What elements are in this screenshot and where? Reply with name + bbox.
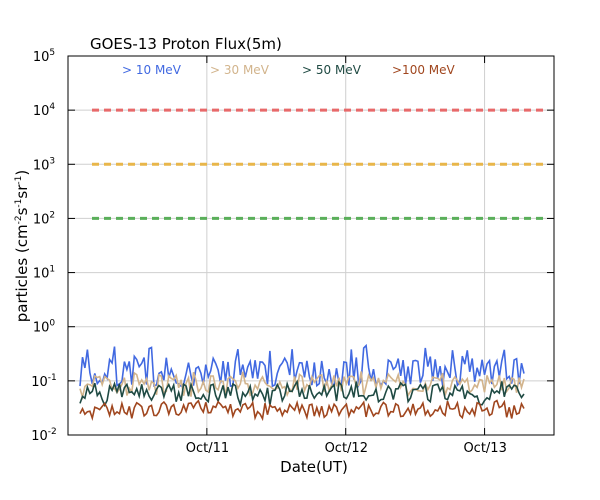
y-tick-label: 101: [33, 265, 55, 282]
legend-entry: > 50 MeV: [302, 63, 362, 77]
chart-title: GOES-13 Proton Flux(5m): [90, 35, 282, 53]
series-line: [79, 379, 525, 408]
legend-entry: >100 MeV: [392, 63, 456, 77]
legend-entry: > 30 MeV: [210, 63, 270, 77]
series-line: [79, 399, 525, 422]
y-tick-label: 100: [33, 319, 56, 336]
y-tick-label: 10-2: [31, 427, 57, 444]
y-tick-label: 102: [33, 210, 55, 227]
y-axis-ticks: 10-2 10-1 100 101 102 103 104 105: [31, 48, 554, 444]
legend-entry: > 10 MeV: [122, 63, 182, 77]
legend: > 10 MeV > 30 MeV > 50 MeV >100 MeV: [122, 63, 456, 77]
x-tick-label: Oct/13: [463, 441, 506, 456]
x-axis-ticks: Oct/11 Oct/12 Oct/13: [186, 56, 507, 456]
y-tick-label: 10-1: [31, 373, 57, 390]
x-tick-label: Oct/12: [325, 441, 368, 456]
y-tick-label: 104: [33, 102, 56, 119]
y-axis-title: particles (cm-2s-1sr-1): [13, 170, 31, 323]
y-tick-label: 105: [33, 48, 55, 65]
y-tick-label: 103: [33, 156, 55, 173]
plot-frame: [67, 55, 555, 436]
series-line: [79, 371, 525, 401]
x-axis-title: Date(UT): [280, 458, 348, 476]
threshold-layer: [92, 108, 548, 220]
series-layer: [79, 343, 525, 422]
x-tick-label: Oct/11: [186, 441, 229, 456]
